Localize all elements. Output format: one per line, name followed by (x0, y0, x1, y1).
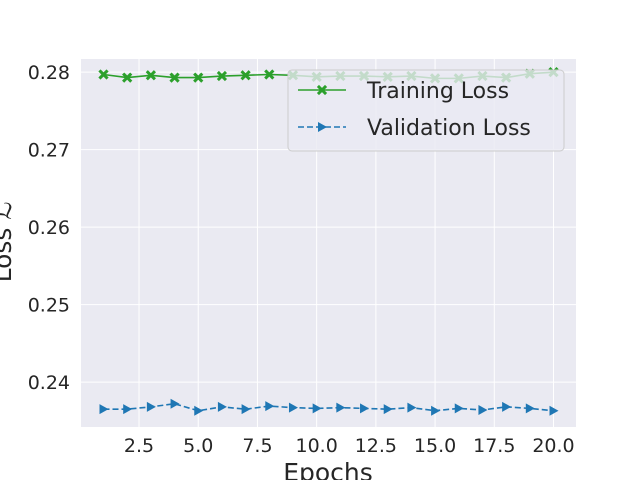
y-tick-label: 0.27 (28, 140, 70, 162)
x-tick-label: 5.0 (183, 435, 213, 457)
y-axis-label: Loss ℒ (0, 202, 17, 283)
validation-loss-point (383, 404, 393, 415)
x-tick-label: 7.5 (242, 435, 272, 457)
validation-loss-point (549, 405, 559, 416)
legend: Training Loss Validation Loss (287, 69, 565, 152)
legend-marker (318, 122, 327, 132)
legend-marker (316, 84, 328, 96)
y-tick-label: 0.24 (28, 372, 70, 394)
validation-loss-point (431, 405, 441, 416)
validation-loss-point (194, 405, 204, 416)
validation-loss-point (454, 403, 464, 414)
x-tick-label: 20.0 (532, 435, 574, 457)
validation-loss-point (407, 402, 417, 413)
validation-loss-point (265, 401, 275, 412)
validation-loss-point (502, 401, 512, 412)
training-loss-point (264, 69, 275, 80)
validation-loss-point (360, 403, 370, 414)
x-tick-label: 12.5 (355, 435, 397, 457)
x-tick-label: 17.5 (473, 435, 515, 457)
validation-loss-point (123, 404, 133, 415)
validation-loss-point (99, 404, 109, 415)
legend-label: Validation Loss (367, 116, 531, 141)
validation-loss-point (217, 401, 227, 412)
tick-labels: 2.5 5.0 7.5 10.0 12.5 15.0 17.5 20.0 0.24 0.25 0.2… (28, 62, 575, 457)
training-loss-point (98, 69, 109, 80)
x-axis-label: Epochs (283, 458, 373, 480)
validation-loss-point (146, 401, 156, 412)
training-loss-point (122, 72, 133, 83)
y-tick-label: 0.25 (28, 295, 70, 317)
x-tick-label: 2.5 (124, 435, 154, 457)
y-tick-label: 0.28 (28, 62, 70, 84)
training-loss-point (240, 70, 251, 81)
x-tick-label: 15.0 (414, 435, 456, 457)
legend-box (287, 69, 565, 152)
validation-loss-point (478, 404, 488, 415)
training-loss-point (216, 70, 228, 82)
validation-loss-point (170, 398, 180, 409)
validation-loss-point (312, 403, 322, 414)
validation-loss-point (525, 403, 535, 414)
validation-loss-line (103, 402, 554, 412)
y-tick-label: 0.26 (28, 217, 70, 239)
legend-label: Training Loss (366, 79, 509, 104)
x-tick-label: 10.0 (296, 435, 338, 457)
validation-loss-point (241, 404, 251, 415)
training-loss-point (145, 70, 156, 81)
validation-loss-point (336, 402, 346, 413)
training-loss-point (169, 72, 180, 83)
training-loss-point (193, 72, 204, 83)
validation-loss-point (288, 402, 298, 413)
